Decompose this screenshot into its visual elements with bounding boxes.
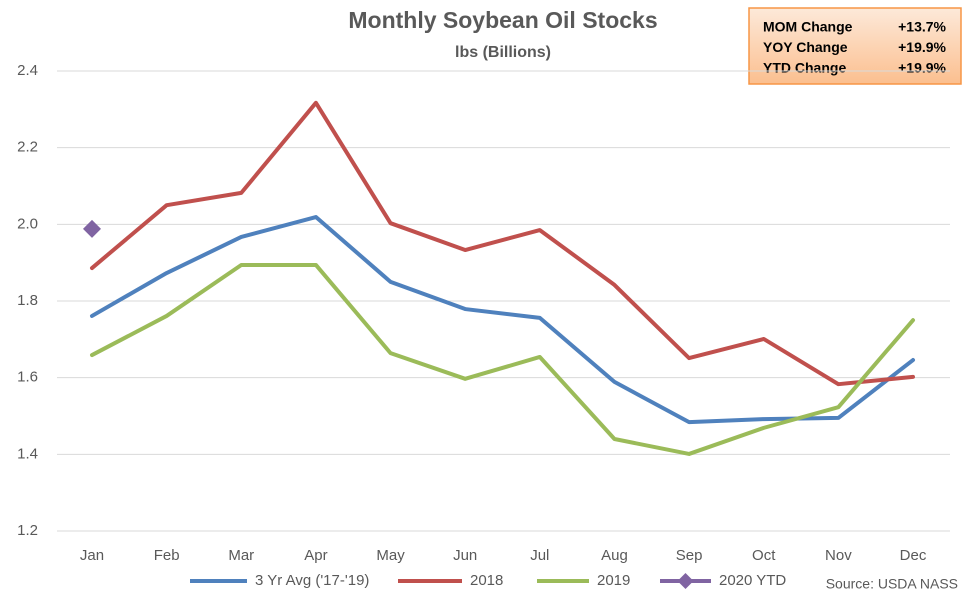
x-tick-label: Feb (154, 547, 180, 564)
info-label: YTD Change (763, 60, 846, 76)
legend-marker (677, 573, 694, 589)
x-tick-label: Oct (752, 547, 776, 564)
source: Source: USDA NASS (826, 576, 958, 592)
y-tick-label: 1.6 (17, 369, 38, 386)
chart-title: Monthly Soybean Oil Stocks (348, 7, 657, 33)
legend-label: 2020 YTD (719, 572, 786, 589)
info-value: +19.9% (898, 39, 946, 55)
y-tick-label: 2.4 (17, 62, 38, 79)
info-label: MOM Change (763, 19, 853, 35)
y-tick-label: 2.2 (17, 139, 38, 156)
x-tick-label: Sep (676, 547, 703, 564)
x-tick-label: Aug (601, 547, 628, 564)
x-tick-label: Jul (530, 547, 549, 564)
info-value: +19.9% (898, 60, 946, 76)
series-line (90, 262, 915, 456)
info-label: YOY Change (763, 39, 848, 55)
series-line (90, 100, 915, 387)
y-tick-label: 2.0 (17, 215, 38, 232)
legend-label: 3 Yr Avg ('17-'19) (255, 572, 369, 589)
x-tick-label: Mar (228, 547, 254, 564)
chart-subtitle: lbs (Billions) (455, 44, 551, 61)
x-tick-label: May (376, 547, 405, 564)
info-value: +13.7% (898, 19, 946, 35)
marker (83, 219, 101, 238)
y-tick-label: 1.4 (17, 445, 38, 462)
x-tick-label: Apr (304, 547, 327, 564)
x-tick-label: Jun (453, 547, 477, 564)
x-tick-label: Nov (825, 547, 852, 564)
y-tick-label: 1.8 (17, 292, 38, 309)
series-line (90, 215, 915, 425)
legend-label: 2019 (597, 572, 630, 589)
x-tick-label: Jan (80, 547, 104, 564)
info-box: MOM Change +13.7% YOY Change +19.9% YTD Chan… (748, 7, 962, 85)
x-tick-label: Dec (900, 547, 927, 564)
y-tick-label: 1.2 (17, 522, 38, 539)
legend-label: 2018 (470, 572, 503, 589)
